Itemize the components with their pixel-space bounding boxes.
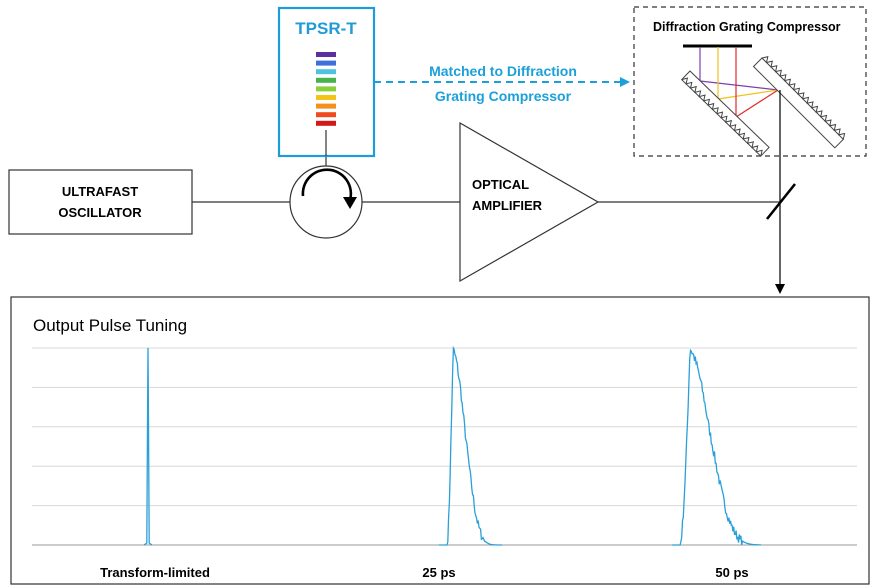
amplifier-label-line1: OPTICAL [472, 177, 529, 192]
matched-note-line2: Grating Compressor [435, 88, 572, 104]
compressor-box: Diffraction Grating Compressor [633, 6, 867, 157]
tpsr-bar [316, 103, 336, 109]
optical-amplifier: OPTICAL AMPLIFIER [459, 121, 600, 283]
tpsr-bar [316, 86, 336, 92]
tpsr-grating-stack [316, 52, 336, 156]
chart-pulse-labels: Transform-limited 25 ps 50 ps [100, 565, 749, 580]
chart-series [143, 345, 761, 546]
pulse-trace [143, 347, 153, 546]
pulse-trace [672, 348, 761, 546]
pulse-label: 50 ps [715, 565, 748, 580]
grating-right [752, 56, 846, 149]
tpsr-bar [316, 77, 336, 83]
tpsr-bar [316, 60, 336, 66]
compressor-rays [699, 47, 779, 118]
tpsr-bar [316, 112, 336, 118]
amplifier-label-line2: AMPLIFIER [472, 198, 543, 213]
output-pulse-chart: Output Pulse Tuning Transform-limited 25 … [10, 296, 870, 585]
tpsr-bar [316, 95, 336, 100]
tpsr-title: TPSR-T [295, 19, 357, 38]
pulse-trace [438, 345, 503, 546]
tpsr-bar [316, 52, 336, 57]
circulator-arrow-icon [301, 168, 353, 204]
tpsr-module: TPSR-T [277, 6, 376, 158]
compressor-ray [699, 80, 779, 91]
chart-title: Output Pulse Tuning [33, 316, 187, 335]
circulator [289, 165, 363, 239]
grating-left [680, 70, 770, 157]
pulse-label: 25 ps [422, 565, 455, 580]
oscillator-block: ULTRAFAST OSCILLATOR [8, 169, 193, 235]
fold-mirror [765, 183, 797, 220]
compressor-ray [735, 89, 779, 118]
tpsr-bar [316, 69, 336, 75]
compressor-title: Diffraction Grating Compressor [653, 20, 841, 34]
oscillator-label-line1: ULTRAFAST [62, 184, 138, 199]
tpsr-bar [316, 120, 336, 126]
oscillator-label-line2: OSCILLATOR [58, 205, 142, 220]
compressor-ray [717, 89, 779, 100]
pulse-label: Transform-limited [100, 565, 210, 580]
matched-note-line1: Matched to Diffraction [429, 63, 577, 79]
